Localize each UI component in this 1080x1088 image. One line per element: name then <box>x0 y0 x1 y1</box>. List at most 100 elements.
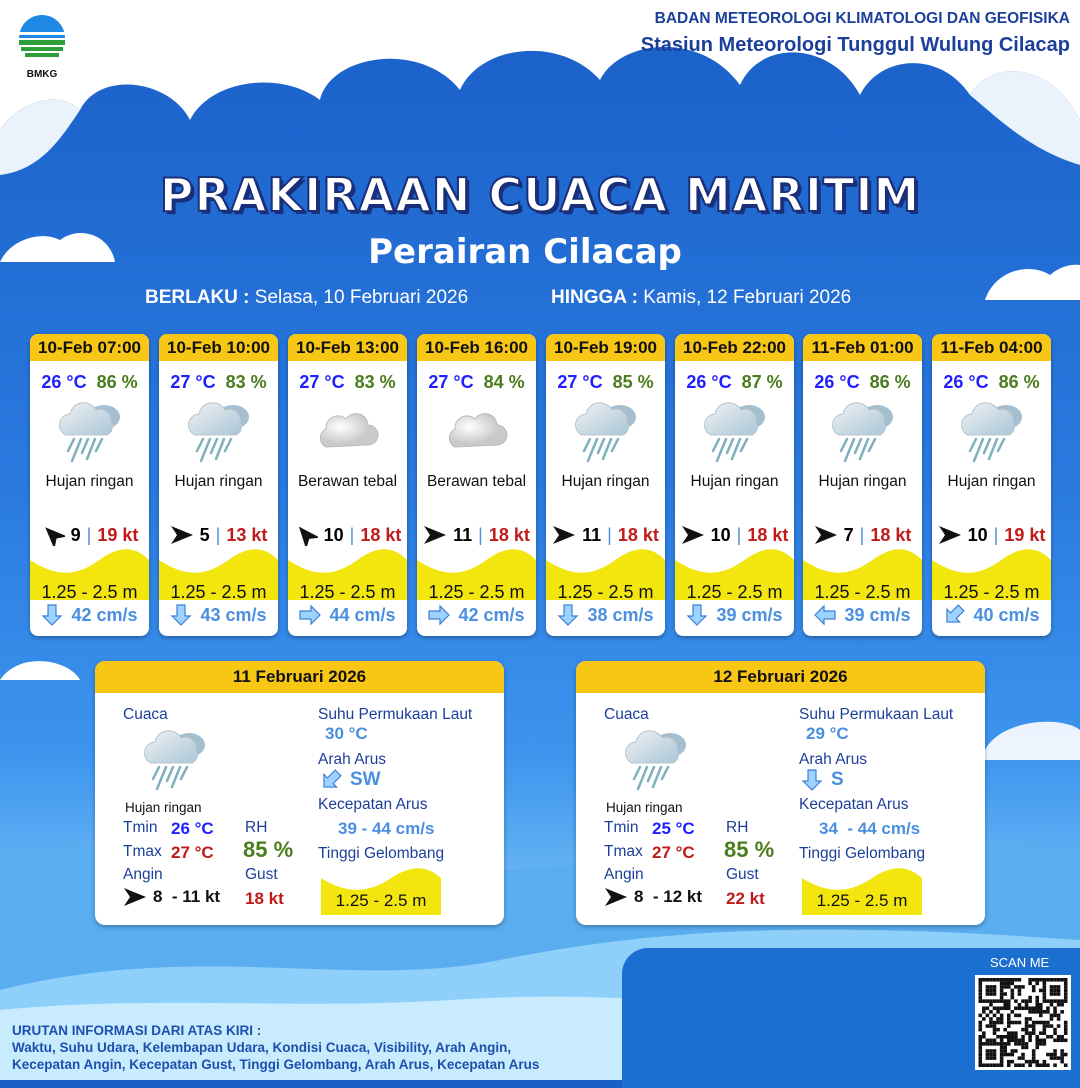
wave-height-value: 1.25 - 2.5 m <box>557 582 654 602</box>
tmax-value: 27 °C <box>171 843 214 862</box>
wind-direction-icon <box>44 527 65 546</box>
sst-value: 29 °C <box>806 724 849 743</box>
current-direction-icon <box>428 604 451 626</box>
wind-direction-icon <box>124 888 146 906</box>
info-order-note: URUTAN INFORMASI DARI ATAS KIRI : Waktu,… <box>12 1022 539 1073</box>
valid-to-date: Kamis, 12 Februari 2026 <box>643 287 852 308</box>
forecast-card: 10-Feb 16:00 27 °C 84 % Berawan tebal 11 |… <box>417 334 536 636</box>
wave-height: 1.25 - 2.5 m <box>30 548 149 602</box>
rh-label: RH <box>245 819 268 836</box>
wave-shape <box>417 549 536 600</box>
wave-height: 1.25 - 2.5 m <box>288 548 407 602</box>
wave-shape <box>30 549 149 600</box>
forecast-time: 11-Feb 04:00 <box>932 334 1051 361</box>
current-direction-value: SW <box>350 769 381 790</box>
wind-label: Angin <box>123 866 163 883</box>
wind-speed: 11 <box>453 524 473 545</box>
humidity: 85 % <box>612 372 654 392</box>
sst-label: Suhu Permukaan Laut <box>799 706 954 723</box>
valid-from-date: Selasa, 10 Februari 2026 <box>254 287 469 308</box>
forecast-time: 11-Feb 01:00 <box>803 334 922 361</box>
summary-weather: Hujan ringan <box>606 800 683 815</box>
daily-summary-card: 11 Februari 2026 Cuaca Hujan ringan Tmin… <box>95 661 504 925</box>
forecast-card: 11-Feb 04:00 26 °C 86 % Hujan ringan 10 | 1… <box>932 334 1051 636</box>
wind-speed: 7 <box>843 524 854 545</box>
current-info: 42 cm/s <box>30 604 149 626</box>
humidity: 84 % <box>483 372 525 392</box>
gust-speed: 18 kt <box>488 524 530 545</box>
summary-weather: Hujan ringan <box>125 800 202 815</box>
current-speed: 39 cm/s <box>716 604 783 625</box>
current-direction-icon <box>558 604 579 626</box>
wave-shape <box>546 549 665 600</box>
note-line-2: Kecepatan Angin, Kecepatan Gust, Tinggi … <box>12 1057 540 1072</box>
forecast-card: 10-Feb 22:00 26 °C 87 % Hujan ringan 10 | 1… <box>675 334 794 636</box>
bmkg-logo-icon <box>19 15 65 57</box>
wave-shape <box>321 868 441 915</box>
current-direction-icon <box>814 604 837 626</box>
gust-speed: 18 kt <box>360 524 402 545</box>
current-speed-value: 39 - 44 cm/s <box>338 819 435 838</box>
wind-direction-icon <box>814 526 837 544</box>
forecast-card: 11-Feb 01:00 26 °C 86 % Hujan ringan 7 | 18… <box>803 334 922 636</box>
light-rain-icon <box>703 402 765 463</box>
current-direction-icon <box>801 769 823 791</box>
current-info: 40 cm/s <box>932 604 1051 626</box>
gust-value: 18 kt <box>245 889 284 908</box>
current-info: 39 cm/s <box>675 604 794 626</box>
rh-value: 85 % <box>243 837 294 862</box>
current-speed: 38 cm/s <box>587 604 654 625</box>
weather-condition: Hujan ringan <box>561 473 650 490</box>
weather-condition: Berawan tebal <box>297 473 398 490</box>
wind-info: 11 | 18 kt <box>417 524 536 546</box>
wind-direction-icon <box>938 526 961 544</box>
wind-speed: 5 <box>199 524 210 545</box>
current-direction-label: Arah Arus <box>318 751 387 768</box>
current-info: 43 cm/s <box>159 604 278 626</box>
wind-direction-icon <box>605 888 627 906</box>
gust-label: Gust <box>726 866 759 883</box>
wave-height-value: 1.25 - 2.5 m <box>299 582 396 602</box>
wind-direction-icon <box>681 526 704 544</box>
wind-direction-icon <box>170 526 193 544</box>
scan-me-label: SCAN ME <box>990 955 1050 970</box>
air-temperature: 27 °C <box>299 372 345 392</box>
gust-value: 22 kt <box>726 889 765 908</box>
air-temperature: 26 °C <box>686 372 732 392</box>
forecast-card: 10-Feb 10:00 27 °C 83 % Hujan ringan 5 | 13… <box>159 334 278 636</box>
wave-height-value: 1.25 - 2.5 m <box>428 582 525 602</box>
sst-value: 30 °C <box>325 724 368 743</box>
valid-from-label: BERLAKU : <box>145 287 250 308</box>
wave-height-value: 1.25 - 2.5 m <box>170 582 267 602</box>
current-info: 38 cm/s <box>546 604 665 626</box>
tmin-label: Tmin <box>604 819 639 836</box>
light-rain-icon <box>831 402 893 463</box>
current-direction-icon <box>171 604 192 626</box>
summary-date: 12 Februari 2026 <box>576 661 985 693</box>
wave-height: 1.25 - 2.5 m <box>803 548 922 602</box>
humidity: 83 % <box>225 372 267 392</box>
humidity: 86 % <box>998 372 1040 392</box>
summary-wave-value: 1.25 - 2.5 m <box>816 891 908 910</box>
humidity: 83 % <box>354 372 396 392</box>
wave-height-value: 1.25 - 2.5 m <box>41 582 138 602</box>
humidity: 86 % <box>869 372 911 392</box>
wave-height-value: 1.25 - 2.5 m <box>943 582 1040 602</box>
light-rain-icon <box>960 402 1022 463</box>
wave-shape <box>288 549 407 600</box>
forecast-time: 10-Feb 07:00 <box>30 334 149 361</box>
current-speed: 39 cm/s <box>844 604 911 625</box>
current-speed: 44 cm/s <box>329 604 396 625</box>
weather-condition: Hujan ringan <box>174 473 263 490</box>
weather-label: Cuaca <box>604 706 649 723</box>
current-direction-label: Arah Arus <box>799 751 868 768</box>
tmin-label: Tmin <box>123 819 158 836</box>
wind-speed: 10 <box>710 524 731 545</box>
current-direction-icon <box>42 604 63 626</box>
summary-wave: 1.25 - 2.5 m <box>802 867 922 915</box>
qr-code[interactable] <box>975 975 1071 1070</box>
valid-from: BERLAKU : Selasa, 10 Februari 2026 <box>145 287 468 309</box>
weather-condition: Hujan ringan <box>818 473 907 490</box>
wind-direction-icon <box>424 526 447 544</box>
gust-speed: 19 kt <box>1004 524 1046 545</box>
